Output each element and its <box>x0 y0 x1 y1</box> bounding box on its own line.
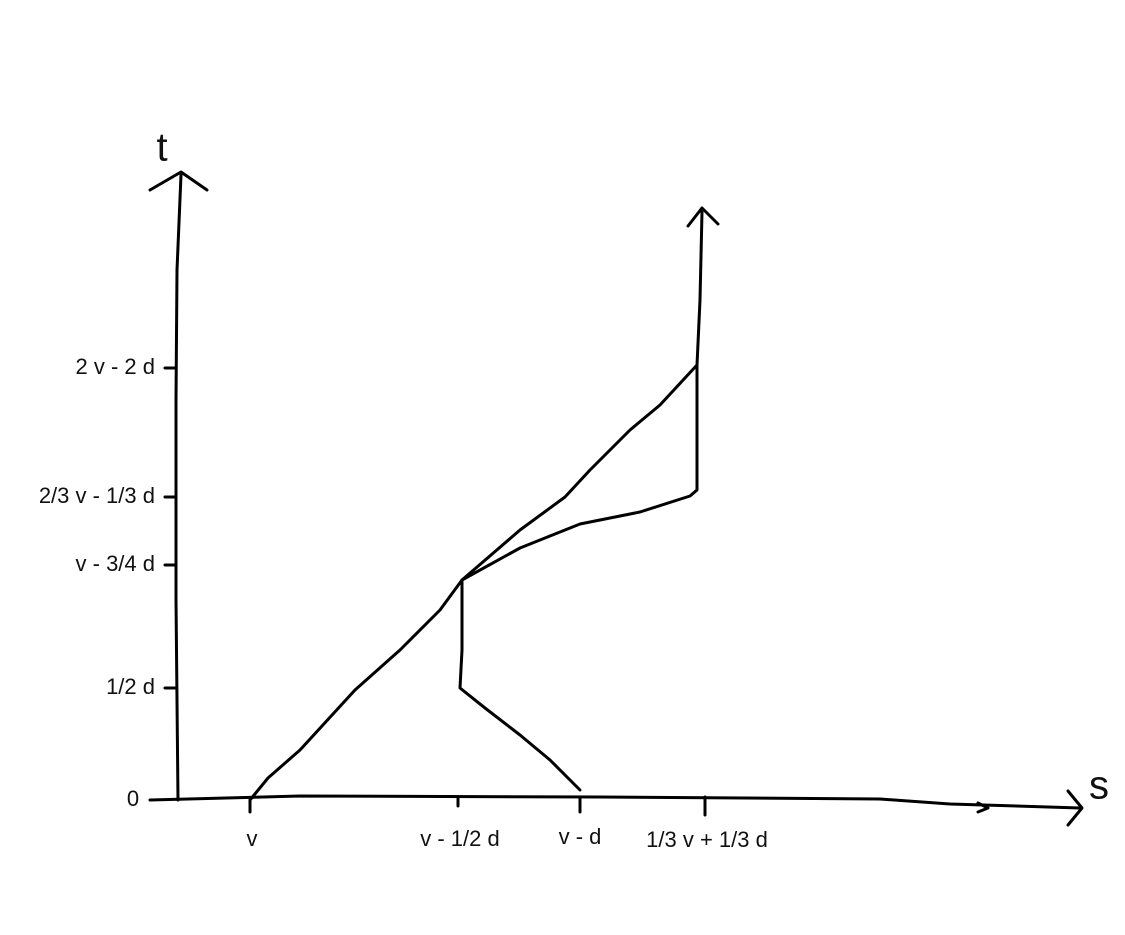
t-axis <box>174 173 183 802</box>
y-tick-label: v - 3/4 d <box>76 551 155 576</box>
s-axis-mark <box>976 801 990 814</box>
x-tick-label: v <box>247 826 258 851</box>
t-axis-arrow <box>148 170 209 192</box>
x-tick-label: v - d <box>559 824 602 849</box>
y-tick-label: 2/3 v - 1/3 d <box>39 483 155 508</box>
y-tick-label: 1/2 d <box>106 674 155 699</box>
x-tick-label: 1/3 v + 1/3 d <box>646 827 768 852</box>
s-axis-label: s <box>1089 764 1109 808</box>
t-axis-label: t <box>156 126 167 170</box>
y-tick-label: 0 <box>127 786 139 811</box>
s-axis-arrow <box>1066 789 1084 827</box>
trajectory-b <box>458 210 704 792</box>
s-axis <box>148 794 1082 810</box>
y-tick-label: 2 v - 2 d <box>76 354 155 379</box>
x-tick-label: v - 1/2 d <box>420 826 499 851</box>
trajectory-arrow <box>686 206 720 228</box>
